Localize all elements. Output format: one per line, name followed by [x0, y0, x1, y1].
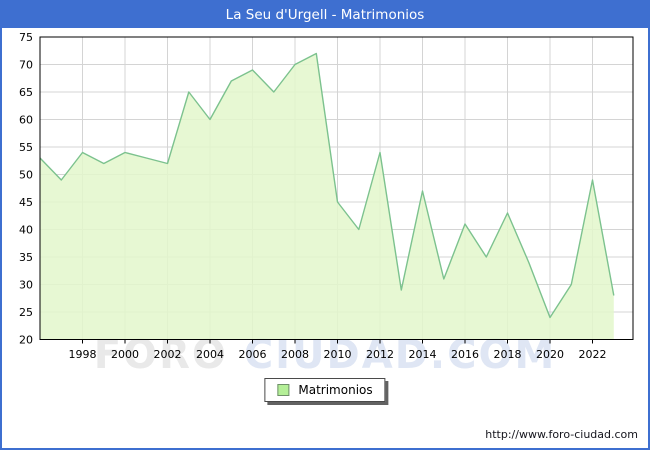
svg-text:65: 65 [19, 86, 33, 99]
page-title: La Seu d'Urgell - Matrimonios [225, 7, 425, 23]
svg-text:2012: 2012 [366, 348, 394, 361]
footer-url: http://www.foro-ciudad.com [485, 428, 638, 441]
svg-text:20: 20 [19, 334, 33, 347]
svg-text:2004: 2004 [196, 348, 224, 361]
svg-text:30: 30 [19, 279, 33, 292]
chart-title-bar: La Seu d'Urgell - Matrimonios [2, 2, 648, 28]
svg-text:2010: 2010 [324, 348, 352, 361]
svg-text:2022: 2022 [579, 348, 607, 361]
svg-text:55: 55 [19, 141, 33, 154]
svg-text:2002: 2002 [154, 348, 182, 361]
series-area [40, 53, 614, 340]
x-axis-labels: 1998 2000 2002 2004 2006 2008 2010 2012 2014 2016… [69, 348, 607, 361]
legend-swatch-icon [277, 384, 290, 396]
svg-text:1998: 1998 [69, 348, 97, 361]
svg-text:2020: 2020 [536, 348, 564, 361]
svg-text:60: 60 [19, 114, 33, 127]
svg-text:70: 70 [19, 59, 33, 72]
legend-box: Matrimonios [264, 378, 386, 402]
series-line [39, 52, 615, 319]
svg-text:45: 45 [19, 196, 33, 209]
svg-text:2016: 2016 [451, 348, 479, 361]
x-axis-ticks [82, 339, 593, 344]
svg-text:40: 40 [19, 224, 33, 237]
legend-label: Matrimonios [298, 383, 373, 397]
y-axis-labels: 75 70 65 60 55 50 45 40 35 30 25 20 [19, 31, 33, 347]
svg-text:75: 75 [19, 31, 33, 44]
svg-text:35: 35 [19, 251, 33, 264]
plot-border [39, 36, 634, 340]
svg-text:2008: 2008 [281, 348, 309, 361]
svg-text:2000: 2000 [111, 348, 139, 361]
svg-text:2006: 2006 [239, 348, 267, 361]
svg-text:50: 50 [19, 169, 33, 182]
svg-text:25: 25 [19, 306, 33, 319]
svg-text:2014: 2014 [409, 348, 437, 361]
svg-text:2018: 2018 [494, 348, 522, 361]
